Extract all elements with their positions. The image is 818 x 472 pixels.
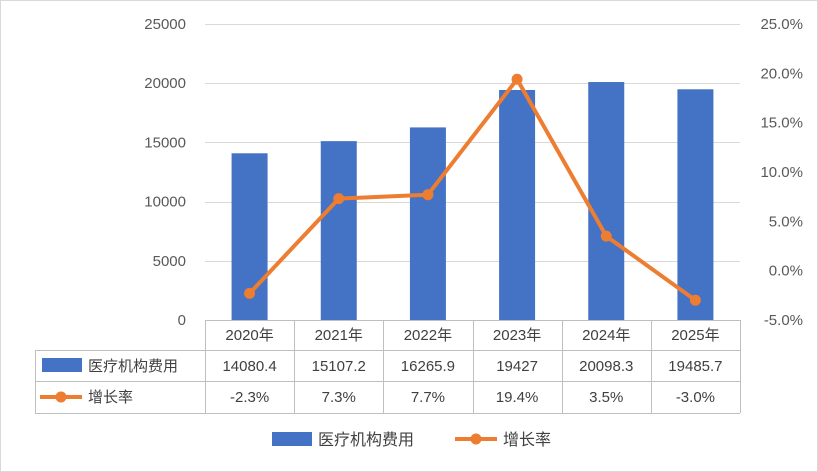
growth-value-cell: -2.3% — [230, 389, 269, 406]
bar — [499, 89, 536, 321]
bar-value-cell: 16265.9 — [401, 358, 455, 375]
bar — [409, 127, 446, 320]
category-label: 2023年 — [493, 327, 541, 344]
category-label: 2021年 — [315, 327, 363, 344]
growth-value-cell: 7.7% — [411, 389, 445, 406]
bar-value-cell: 19427 — [496, 358, 538, 375]
growth-point — [422, 189, 434, 201]
right-tick-label: 5.0% — [769, 213, 803, 230]
left-tick-label: 15000 — [144, 134, 186, 151]
left-tick-label: 0 — [178, 312, 186, 329]
growth-value-cell: 3.5% — [589, 389, 623, 406]
growth-value-cell: 19.4% — [496, 389, 539, 406]
left-tick-label: 25000 — [144, 16, 186, 33]
bar — [677, 89, 714, 321]
table-legend-line-marker — [55, 391, 67, 403]
table-series-name: 医疗机构费用 — [88, 358, 178, 375]
table-legend-bar-key — [42, 358, 82, 372]
legend: 医疗机构费用 增长率 — [272, 431, 551, 449]
right-tick-label: -5.0% — [764, 312, 803, 329]
category-label: 2024年 — [582, 327, 630, 344]
legend-item-label: 增长率 — [503, 431, 551, 449]
growth-point — [689, 294, 701, 306]
table-series-name: 增长率 — [88, 389, 133, 406]
legend-bar-key — [272, 432, 312, 446]
line-series — [244, 73, 701, 306]
growth-point — [244, 287, 256, 299]
category-label: 2022年 — [404, 327, 452, 344]
bar — [320, 141, 357, 320]
right-tick-label: 10.0% — [760, 164, 803, 181]
right-axis-ticks: -5.0% 0.0% 5.0% 10.0% 15.0% 20.0% 25.0% — [760, 16, 803, 329]
bar-value-cell: 19485.7 — [668, 358, 722, 375]
left-tick-label: 5000 — [153, 253, 186, 270]
right-tick-label: 20.0% — [760, 65, 803, 82]
bar-series — [231, 82, 714, 321]
category-label: 2020年 — [225, 327, 273, 344]
left-tick-label: 20000 — [144, 75, 186, 92]
bar-value-cell: 20098.3 — [579, 358, 633, 375]
growth-value-cell: -3.0% — [676, 389, 715, 406]
left-tick-label: 10000 — [144, 194, 186, 211]
growth-value-cell: 7.3% — [322, 389, 356, 406]
right-tick-label: 15.0% — [760, 115, 803, 132]
growth-line — [248, 77, 697, 302]
growth-point — [333, 193, 345, 205]
bar-value-cell: 15107.2 — [312, 358, 366, 375]
growth-point — [511, 73, 523, 85]
right-tick-label: 0.0% — [769, 263, 803, 280]
category-label: 2025年 — [671, 327, 719, 344]
legend-line-marker — [470, 433, 482, 445]
left-axis-ticks: 0 5000 10000 15000 20000 25000 — [144, 16, 186, 329]
growth-point — [600, 230, 612, 242]
right-tick-label: 25.0% — [760, 16, 803, 33]
legend-item-label: 医疗机构费用 — [318, 431, 414, 449]
bar — [588, 82, 625, 320]
bar-value-cell: 14080.4 — [222, 358, 276, 375]
